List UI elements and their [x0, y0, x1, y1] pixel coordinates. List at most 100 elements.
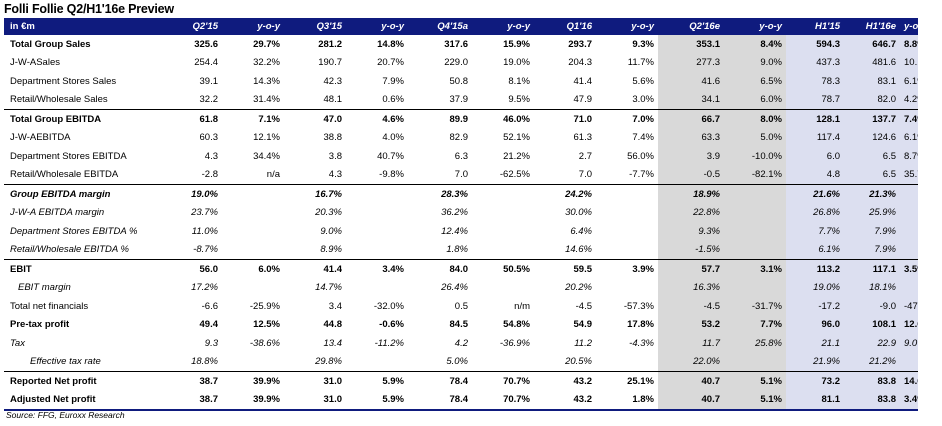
table-cell: 7.0 [534, 165, 596, 185]
table-cell: 11.7 [658, 334, 724, 353]
table-cell: 28.3% [441, 188, 468, 200]
table-cell: n/m [514, 300, 530, 312]
table-cell: 108.1 [844, 315, 900, 334]
table-cell: 7.0% [632, 113, 654, 125]
table-cell: 82.9 [449, 132, 469, 144]
row-label: Retail/Wholesale EBITDA [4, 165, 154, 185]
table-cell: 32.2% [253, 57, 280, 69]
table-cell: 5.0% [724, 128, 786, 147]
table-cell: 52.1% [503, 132, 530, 144]
table-cell: 9.0% [320, 225, 342, 237]
table-cell [472, 240, 534, 260]
table-cell [222, 185, 284, 204]
table-cell: 31.0 [284, 390, 346, 411]
table-cell: 42.3 [323, 75, 343, 87]
table-cell: 113.2 [786, 259, 844, 279]
row-label: Reported Net profit [4, 371, 154, 391]
table-cell: 4.3 [204, 150, 218, 162]
table-cell: 6.5% [724, 72, 786, 91]
table-cell: -2.8 [154, 165, 222, 185]
table-cell: 73.2 [786, 371, 844, 391]
table-cell: 293.7 [568, 38, 592, 50]
row-label: Group EBITDA margin [10, 188, 111, 200]
table-cell: 18.9% [658, 184, 724, 204]
row-label: Pre-tax profit [10, 319, 70, 331]
table-cell [724, 352, 786, 372]
table-cell: 41.4 [573, 75, 593, 87]
header-row: in €m Q2'15 y-o-y Q3'15 y-o-y Q4'15a y-o-y Q1'1… [4, 18, 918, 35]
table-cell: 128.1 [786, 109, 844, 129]
table-cell: 56.0 [199, 263, 219, 275]
table-cell: 14.6% [534, 240, 596, 260]
table-cell: 124.6 [844, 128, 900, 147]
table-cell [346, 204, 408, 223]
table-cell: 1.8% [408, 240, 472, 260]
table-cell: -4.5 [658, 297, 724, 316]
table-row: Effective tax rate 18.8% 29.8% 5.0% 20.5% 22.… [4, 352, 918, 372]
table-cell: 25.9% [844, 203, 900, 222]
table-cell: 36.2% [441, 207, 468, 219]
row-label: Total net financials [10, 300, 89, 312]
table-cell: 6.0% [258, 263, 280, 275]
table-cell: 26.4% [441, 282, 468, 294]
table-cell: -0.5 [658, 165, 724, 185]
table-cell: 9.0% [724, 53, 786, 72]
table-cell [222, 279, 284, 298]
table-row: Total net financials -6.6 -25.9% 3.4 -32.0% 0… [4, 297, 918, 316]
table-cell [724, 203, 786, 222]
table-cell: 35.7% [900, 165, 918, 185]
table-cell [222, 353, 284, 372]
table-row: Pre-tax profit 49.4 12.5% 44.8 -0.6% 84.5 54.8… [4, 315, 918, 334]
table-row: Group EBITDA margin 19.0% 16.7% 28.3% 24.2% 1… [4, 184, 918, 204]
row-label: Department Stores Sales [10, 75, 117, 87]
table-cell: 11.2 [574, 337, 592, 349]
table-cell: 7.1% [258, 113, 280, 125]
table-cell: 21.9% [786, 352, 844, 372]
table-cell: 39.9% [222, 371, 284, 391]
table-cell: -38.6% [249, 337, 280, 349]
table-cell: 22.9 [844, 334, 900, 353]
table-cell: -57.3% [623, 300, 654, 312]
table-cell: -6.6 [201, 300, 218, 312]
table-cell: 7.0 [408, 165, 472, 185]
table-cell: 26.8% [786, 203, 844, 222]
table-cell: 63.3 [658, 128, 724, 147]
table-cell: 9.5% [472, 90, 534, 110]
table-cell: 6.0 [786, 147, 844, 166]
table-row: Department Stores EBITDA % 11.0% 9.0% 12.4%… [4, 222, 918, 241]
table-cell: 6.3 [454, 150, 468, 162]
table-cell: 8.1% [508, 75, 530, 87]
table-cell: 3.8 [328, 150, 342, 162]
table-cell: 21.2% [844, 352, 900, 372]
row-label: Total Group Sales [10, 38, 91, 50]
table-cell: 19.0% [191, 188, 218, 200]
table-cell: 17.2% [191, 282, 218, 294]
row-label: Department Stores EBITDA % [10, 225, 138, 237]
table-cell: 38.7 [154, 390, 222, 411]
table-cell: 18.1% [844, 278, 900, 297]
table-cell: 117.4 [786, 128, 844, 147]
table-cell: 12.1% [253, 132, 280, 144]
table-cell [346, 240, 408, 260]
table-cell: 34.1 [658, 90, 724, 110]
row-label: Retail/Wholesale EBITDA % [4, 240, 154, 260]
table-cell: 70.7% [472, 371, 534, 391]
table-cell: 37.9 [408, 90, 472, 110]
table-cell: 3.9 [658, 147, 724, 166]
table-cell [596, 353, 658, 372]
table-cell: 56.0% [627, 150, 654, 162]
table-row: EBIT margin 17.2% 14.7% 26.4% 20.2% 16.3% 19.0… [4, 278, 918, 298]
table-cell: 7.7% [724, 315, 786, 334]
financial-table: in €m Q2'15 y-o-y Q3'15 y-o-y Q4'15a y-o-y Q1'1… [4, 18, 918, 411]
table-cell: -11.2% [374, 337, 404, 349]
row-label: J-W-A EBITDA margin [10, 207, 105, 219]
table-cell: 15.9% [503, 38, 530, 50]
table-cell: 31.0 [284, 371, 346, 391]
column-header: Q2'15 [154, 18, 222, 35]
table-cell: 43.2 [534, 390, 596, 411]
table-cell: -25.9% [249, 300, 280, 312]
row-label: Department Stores EBITDA [10, 150, 127, 162]
table-cell: 54.9 [573, 319, 593, 331]
table-cell: 12.4% [441, 225, 468, 237]
table-row: Department Stores Sales 39.1 14.3% 42.3 7.9%… [4, 72, 918, 91]
